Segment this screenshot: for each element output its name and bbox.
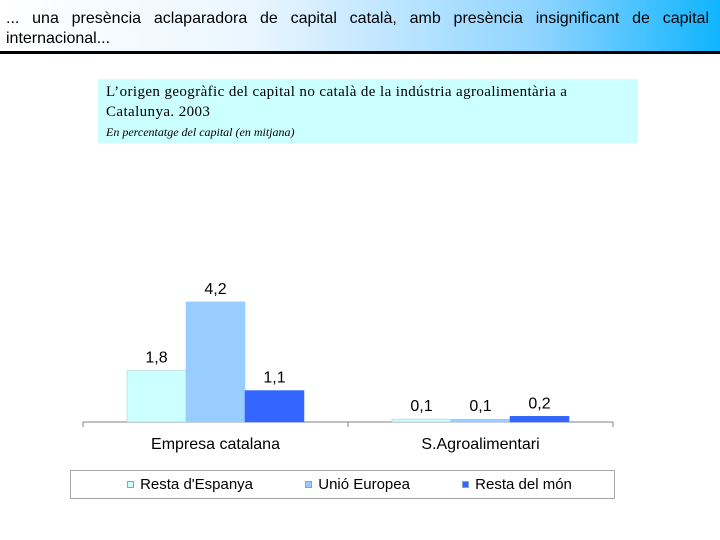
bar-resta-d-espanya-s-agroalimentari xyxy=(391,418,452,423)
data-label-resta-d-espanya-s-agroalimentari: 0,1 xyxy=(410,398,432,415)
header-text: ... una presència aclaparadora de capita… xyxy=(6,10,709,47)
category-label-s-agroalimentari: S.Agroalimentari xyxy=(421,436,539,453)
category-label-empresa-catalana: Empresa catalana xyxy=(151,436,280,453)
header-band: ... una presència aclaparadora de capita… xyxy=(0,0,720,54)
legend-item-resta-mon: Resta del món xyxy=(462,476,572,493)
legend-item-unio-europea: Unió Europea xyxy=(305,476,410,493)
legend-label-unio-europea: Unió Europea xyxy=(318,476,410,493)
data-label-resta-d-espanya-empresa-catalana: 1,8 xyxy=(145,350,167,367)
chart-title-box: L’origen geogràfic del capital no català… xyxy=(98,79,638,143)
bar-resta-d-espanya-empresa-catalana xyxy=(126,370,187,423)
bar-resta-del-mon-empresa-catalana xyxy=(244,390,305,423)
legend-swatch-resta-mon xyxy=(462,481,470,488)
legend-swatch-resta-espanya xyxy=(127,481,135,488)
data-label-unio-europea-empresa-catalana: 4,2 xyxy=(204,281,226,298)
legend-label-resta-espanya: Resta d'Espanya xyxy=(140,476,254,493)
chart-title: L’origen geogràfic del capital no català… xyxy=(106,84,568,120)
legend-label-resta-mon: Resta del món xyxy=(475,476,572,493)
legend-item-resta-espanya: Resta d'Espanya xyxy=(127,476,253,493)
legend: Resta d'Espanya Unió Europea Resta del m… xyxy=(70,470,615,499)
data-label-unio-europea-s-agroalimentari: 0,1 xyxy=(469,398,491,415)
chart-subtitle: En percentatge del capital (en mitjana) xyxy=(106,125,295,139)
data-label-resta-del-mon-s-agroalimentari: 0,2 xyxy=(528,395,550,412)
bar-unio-europea-s-agroalimentari xyxy=(450,418,511,423)
data-label-resta-del-mon-empresa-catalana: 1,1 xyxy=(263,370,285,387)
bar-unio-europea-empresa-catalana xyxy=(185,301,246,423)
legend-swatch-unio-europea xyxy=(305,481,313,488)
bar-resta-del-mon-s-agroalimentari xyxy=(509,416,570,423)
